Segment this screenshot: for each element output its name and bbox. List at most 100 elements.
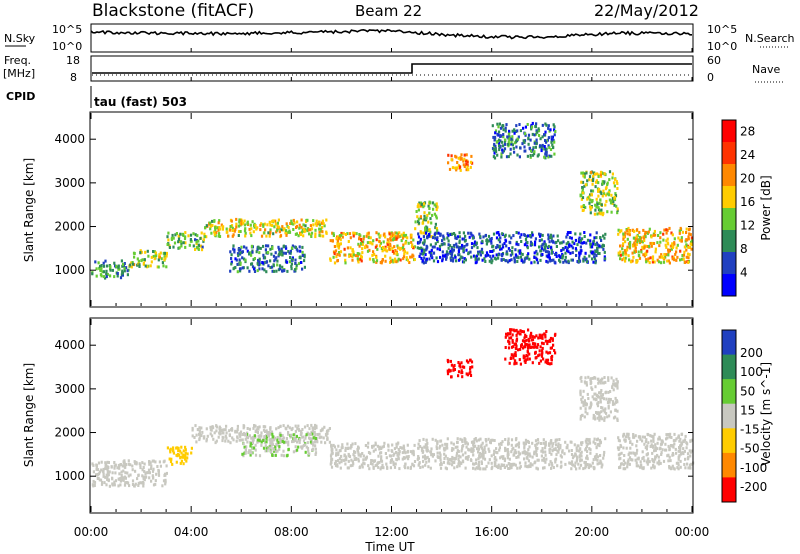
power-echo-cell (350, 253, 353, 257)
velocity-colorbar-swatch (722, 330, 736, 356)
power-echo-cell (527, 136, 530, 140)
velocity-echo-cell (243, 451, 246, 455)
velocity-echo-cell (253, 434, 256, 438)
power-echo-cell (495, 140, 498, 144)
power-echo-cell (406, 236, 409, 240)
power-echo-cell (643, 246, 646, 250)
power-echo-cell (241, 266, 244, 270)
velocity-echo-cell (535, 334, 538, 338)
power-echo-cell (585, 241, 588, 245)
velocity-echo-cell (96, 468, 100, 472)
power-echo-cell (540, 238, 543, 242)
power-echo-cell (420, 249, 423, 253)
freq-label: Freq. (4, 54, 31, 67)
power-echo-cell (570, 244, 573, 248)
power-echo-cell (593, 212, 596, 216)
power-echo-cell (493, 138, 496, 142)
velocity-echo-cell (134, 460, 137, 464)
velocity-echo-cell (148, 471, 151, 475)
power-echo-cell (279, 249, 282, 253)
power-echo-cell (689, 242, 692, 246)
velocity-echo-cell (691, 438, 694, 442)
power-echo-cell (158, 253, 161, 257)
power-echo-cell (277, 253, 281, 257)
power-echo-cell (541, 143, 544, 147)
power-echo-cell (423, 238, 426, 242)
velocity-echo-cell (244, 437, 247, 441)
velocity-echo-cell (308, 432, 311, 436)
velocity-echo-cell (566, 443, 569, 447)
power-echo-cell (349, 246, 352, 250)
velocity-echo-cell (353, 454, 356, 458)
velocity-echo-cell (180, 445, 183, 449)
power-echo-cell (517, 243, 520, 247)
velocity-echo-cell (497, 466, 500, 470)
velocity-echo-cell (406, 449, 410, 453)
power-echo-cell (431, 236, 435, 240)
power-echo-cell (274, 219, 277, 223)
power-echo-cell (566, 233, 569, 236)
velocity-echo-cell (412, 464, 416, 468)
velocity-echo-cell (98, 472, 101, 476)
power-echo-cell (589, 207, 592, 211)
velocity-echo-cell (570, 453, 574, 456)
power-echo-cell (165, 252, 168, 256)
power-echo-cell (417, 205, 420, 209)
power-echo-cell (569, 251, 572, 255)
power-echo-cell (645, 253, 648, 257)
velocity-echo-cell (604, 391, 607, 395)
power-echo-cell (365, 234, 368, 238)
power-echo-cell (562, 247, 565, 251)
power-echo-cell (640, 250, 643, 254)
power-echo-cell (329, 258, 332, 262)
power-echo-cell (230, 260, 233, 264)
power-echo-cell (164, 256, 167, 260)
power-echo-cell (268, 220, 271, 224)
velocity-echo-cell (371, 444, 374, 448)
power-echo-cell (484, 260, 487, 263)
power-echo-cell (436, 238, 439, 242)
power-echo-cell (465, 153, 468, 157)
power-echo-cell (428, 200, 431, 204)
power-echo-cell (552, 123, 555, 127)
power-echo-cell (538, 232, 541, 236)
power-echo-cell (530, 125, 534, 129)
velocity-echo-cell (544, 335, 547, 339)
power-echo-cell (687, 235, 690, 239)
velocity-echo-cell (584, 462, 587, 466)
power-echo-cell (175, 232, 178, 235)
power-echo-cell (535, 122, 538, 126)
velocity-echo-cell (364, 444, 367, 447)
power-echo-cell (255, 227, 258, 231)
power-echo-cell (450, 247, 454, 251)
power-echo-cell (499, 247, 502, 251)
velocity-echo-cell (534, 460, 537, 464)
velocity-echo-cell (519, 362, 522, 366)
velocity-echo-cell (139, 466, 142, 470)
power-echo-cell (626, 229, 629, 233)
velocity-echo-cell (164, 482, 167, 486)
power-echo-cell (524, 125, 527, 129)
velocity-echo-cell (541, 447, 544, 450)
velocity-echo-cell (441, 443, 444, 447)
velocity-echo-cell (363, 462, 366, 466)
power-echo-cell (446, 232, 449, 236)
velocity-echo-cell (357, 453, 360, 457)
velocity-echo-cell (602, 456, 605, 460)
power-echo-cell (445, 250, 449, 254)
velocity-echo-cell (291, 426, 294, 430)
velocity-echo-cell (684, 466, 687, 470)
power-echo-cell (282, 227, 286, 231)
power-echo-cell (534, 145, 537, 149)
power-echo-cell (384, 254, 387, 258)
power-echo-cell (529, 138, 532, 142)
power-echo-cell (595, 254, 598, 258)
power-echo-cell (288, 229, 291, 233)
power-echo-cell (378, 240, 381, 244)
velocity-echo-cell (91, 483, 94, 487)
velocity-echo-cell (139, 481, 142, 485)
velocity-echo-cell (165, 471, 168, 475)
velocity-echo-cell (110, 465, 113, 469)
power-echo-cell (690, 236, 693, 240)
velocity-echo-cell (266, 430, 269, 434)
